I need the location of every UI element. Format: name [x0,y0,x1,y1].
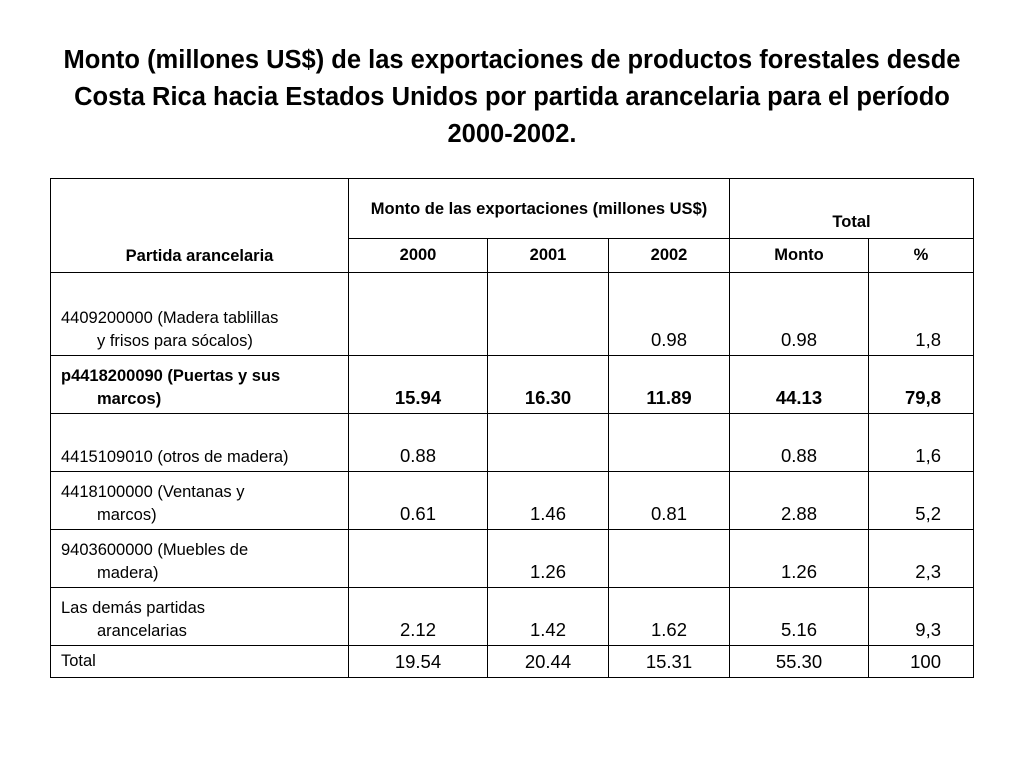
table-row: 4409200000 (Madera tablillas y frisos pa… [50,272,975,356]
cell-pct: 1,6 [867,413,975,472]
cell-monto: 44.13 [729,355,869,414]
total-row: Total 19.54 20.44 15.31 55.30 100 [50,645,975,678]
cell-2002: 11.89 [608,355,730,414]
cell-2001: 16.30 [487,355,609,414]
row-label-line1: 4415109010 (otros de madera) [61,448,289,466]
cell-pct: 1,8 [867,272,975,356]
table-row: Las demás partidas arancelarias 2.12 1.4… [50,587,975,646]
header-total: Total [728,178,975,239]
total-label: Total [50,645,349,678]
header-monto: Monto [729,238,869,273]
cell-pct: 2,3 [867,529,975,588]
cell-monto: 0.98 [729,272,869,356]
total-2002: 15.31 [608,645,730,678]
exports-table: Partida arancelaria Monto de las exporta… [50,178,975,678]
row-label-line2: arancelarias [97,622,187,640]
cell-2001 [487,413,609,472]
total-2000: 19.54 [348,645,488,678]
row-label-line2: marcos) [97,506,157,524]
row-label: Las demás partidas arancelarias [50,587,349,646]
cell-monto: 2.88 [729,471,869,530]
row-label-line1: 4409200000 (Madera tablillas [61,309,279,327]
cell-monto: 1.26 [729,529,869,588]
page-title: Monto (millones US$) de las exportacione… [63,46,961,148]
row-label-line2: marcos) [97,390,162,408]
table-row: 4418100000 (Ventanas y marcos) 0.61 1.46… [50,471,975,530]
cell-2000: 0.88 [348,413,488,472]
cell-2000: 2.12 [348,587,488,646]
cell-2000: 15.94 [348,355,488,414]
row-label: 4409200000 (Madera tablillas y frisos pa… [50,272,349,356]
header-partida: Partida arancelaria [50,178,349,273]
cell-monto: 0.88 [729,413,869,472]
row-label: 4415109010 (otros de madera) [50,413,349,472]
cell-2000: 0.61 [348,471,488,530]
cell-pct: 9,3 [867,587,975,646]
header-monto-exportaciones: Monto de las exportaciones (millones US$… [348,178,730,239]
cell-2001: 1.46 [487,471,609,530]
header-year-2000: 2000 [348,238,488,273]
header-row-group: Partida arancelaria Monto de las exporta… [50,178,975,273]
cell-pct: 5,2 [867,471,975,530]
row-label-line1: Las demás partidas [61,599,205,617]
cell-2002: 0.81 [608,471,730,530]
table-row: 4415109010 (otros de madera) 0.88 0.88 1… [50,413,975,472]
cell-monto: 5.16 [729,587,869,646]
header-year-2002: 2002 [608,238,730,273]
cell-2000 [348,272,488,356]
cell-2001: 1.42 [487,587,609,646]
total-monto: 55.30 [729,645,869,678]
row-label-line1: 9403600000 (Muebles de [61,541,249,559]
cell-2001 [487,272,609,356]
cell-2000 [348,529,488,588]
row-label-line2: y frisos para sócalos) [97,332,253,350]
cell-2001: 1.26 [487,529,609,588]
row-label: 4418100000 (Ventanas y marcos) [50,471,349,530]
total-2001: 20.44 [487,645,609,678]
cell-2002 [608,529,730,588]
row-label: 9403600000 (Muebles de madera) [50,529,349,588]
cell-2002 [608,413,730,472]
table-row: p4418200090 (Puertas y sus marcos) 15.94… [50,355,975,414]
header-row-sub: 2000 2001 2002 Monto % [51,238,975,273]
cell-2002: 0.98 [608,272,730,356]
total-pct: 100 [867,645,975,678]
row-label-line1: p4418200090 (Puertas y sus [61,367,281,385]
header-year-2001: 2001 [487,238,609,273]
row-label-line2: madera) [97,564,159,582]
table-row: 9403600000 (Muebles de madera) 1.26 1.26… [50,529,975,588]
header-pct: % [867,238,975,273]
row-label: p4418200090 (Puertas y sus marcos) [50,355,349,414]
cell-2002: 1.62 [608,587,730,646]
cell-pct: 79,8 [867,355,975,414]
row-label-line1: 4418100000 (Ventanas y [61,483,245,501]
